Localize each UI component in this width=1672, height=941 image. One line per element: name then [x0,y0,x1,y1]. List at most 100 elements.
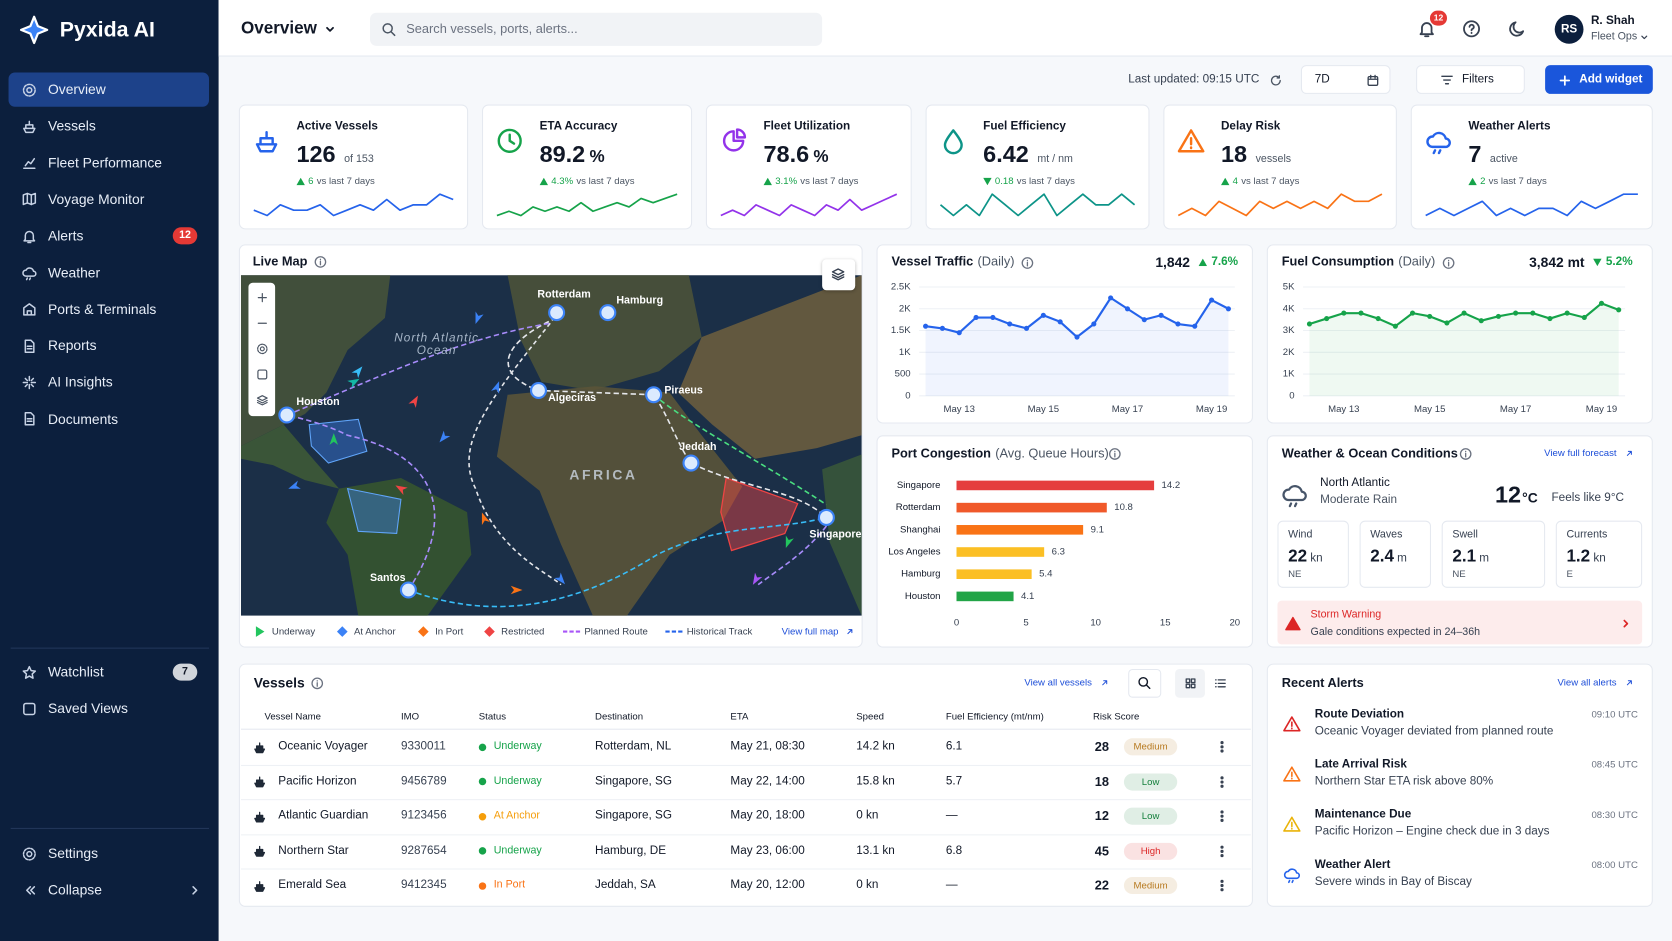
icon [1220,775,1224,788]
icon [1282,816,1301,832]
icon-part [1185,677,1190,683]
map-control-button[interactable] [248,387,275,413]
legend-label: In Port [435,625,464,637]
line-point [1175,321,1181,327]
grid-view-button[interactable] [1175,668,1205,698]
nav-badge-count: 7 [182,665,188,678]
weather-title: Weather & Ocean Conditions [1281,445,1458,461]
nav-item[interactable] [9,329,209,363]
port-label: Singapore [809,528,861,540]
icon-part [24,412,35,426]
line-point [1375,315,1381,322]
vessel-name: Pacific Horizon [278,774,357,788]
y-tick-label: 5K [1283,282,1295,293]
storm-warning[interactable] [1277,600,1643,645]
map-control-button[interactable] [248,310,275,336]
icon-part [1463,20,1480,38]
icon [1220,879,1224,892]
column-header: Risk Score [1092,711,1140,722]
nav-label[interactable]: Weather [47,264,101,281]
line-point [1495,313,1501,319]
vessel-destination: Hamburg, DE [595,843,667,857]
icon-part [1559,74,1570,86]
nav-label[interactable]: Vessels [47,117,96,134]
nav-label[interactable]: Fleet Performance [47,154,163,171]
icon-part [1441,75,1453,85]
route [653,394,827,506]
icon [22,158,36,170]
icon-part [191,885,197,895]
brand-name: Pyxida AI [59,18,155,42]
nav-item[interactable] [9,836,209,870]
table-search-button[interactable] [1128,668,1162,698]
icon-part [1442,256,1454,269]
legend-label: At Anchor [354,625,396,637]
tile-value: 22 [1288,547,1308,566]
icon [1282,765,1301,782]
nav-label[interactable]: Settings [47,845,99,862]
nav-label[interactable]: AI Insights [47,374,113,391]
icon [722,128,747,152]
table-link[interactable]: View all vessels [1024,677,1092,688]
nav-label[interactable]: Voyage Monitor [47,191,145,208]
column-header: Speed [856,711,885,722]
icon-part [1468,23,1475,35]
nav-label[interactable]: Documents [47,410,119,427]
icon-part [24,120,34,129]
chart-delta-row: 7.6% [1198,255,1238,269]
alerts-link[interactable]: View all alerts [1557,677,1617,688]
nav-label[interactable]: Ports & Terminals [47,300,157,317]
warning-title: Storm Warning [1310,609,1382,621]
alert-title: Late Arrival Risk [1314,757,1407,771]
line-point [1478,318,1484,324]
risk-score: 12 [1094,808,1109,824]
line-point [1124,306,1131,312]
page-title[interactable]: Overview [240,19,317,38]
nav-label[interactable]: Collapse [47,881,102,898]
trend-arrow [763,177,773,186]
icon-part [1459,447,1471,460]
search-box[interactable] [370,12,823,46]
icon-part [256,395,268,402]
nav-active-bg [8,72,210,107]
port-label: Houston [296,396,339,408]
column-header: Destination [595,711,644,722]
nav-label[interactable]: Alerts [47,227,84,244]
range-picker[interactable] [1300,65,1391,94]
icon-part [22,665,36,679]
icon [1220,845,1224,857]
alert-time: 08:00 UTC [1591,859,1638,871]
map-link[interactable]: View full map [781,625,839,637]
nav-label[interactable]: Overview [47,81,106,98]
nav-label[interactable]: Reports [47,337,97,354]
weather-link[interactable]: View full forecast [1544,447,1617,459]
sparkline [1177,193,1383,217]
kpi-value-row: 6.42 mt / nm [983,141,1073,169]
icon-part [1145,684,1151,690]
nav-label[interactable]: Watchlist [47,663,104,680]
icon-part [1021,256,1033,269]
legend-marker [336,626,348,637]
avatar[interactable]: RS [1554,14,1584,44]
nav-item[interactable] [9,109,209,143]
nav-item[interactable] [9,73,209,107]
map-control-button[interactable] [248,362,275,388]
tile-direction: E [1566,568,1573,579]
filters-button[interactable] [1416,65,1525,94]
nav-label[interactable]: Saved Views [47,700,128,717]
line-point [1192,323,1198,329]
nav-badge-count: 12 [179,229,191,242]
y-tick-label: 1K [1283,369,1295,380]
map-control-button[interactable] [248,336,275,362]
line-point [1074,334,1080,340]
map-control-button[interactable] [248,285,275,311]
nav-item[interactable] [9,256,209,290]
icon-part [257,293,267,303]
icon-part [22,158,36,170]
icon [1366,74,1378,86]
icon-part [1214,678,1226,687]
legend-swatch [336,626,348,637]
y-tick-label: 500 [895,369,911,380]
vessel-status: Underway [493,740,542,753]
nav-item[interactable] [9,873,209,907]
